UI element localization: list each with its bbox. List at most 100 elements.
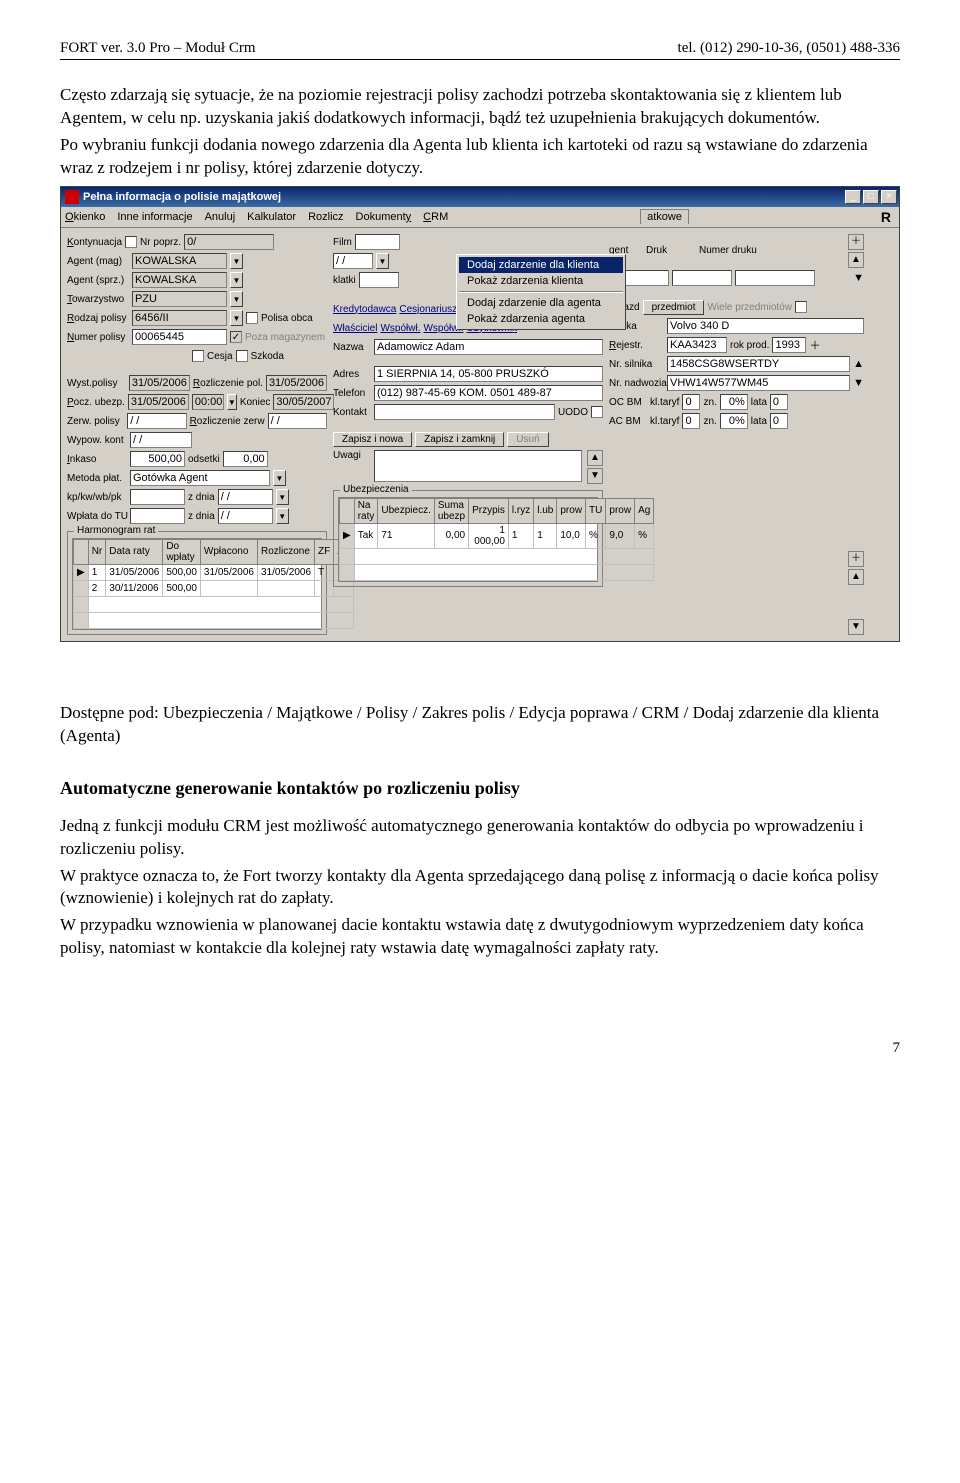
crm-add-agent-event[interactable]: Dodaj zdarzenie dla agenta xyxy=(459,295,623,311)
inp-rozlzerw[interactable]: / / xyxy=(268,413,327,429)
paragraph-1: Często zdarzają się sytuacje, że na pozi… xyxy=(60,84,900,130)
minimize-button[interactable]: _ xyxy=(845,190,861,204)
tab-atkowe[interactable]: atkowe xyxy=(640,209,689,224)
inp-uwagi[interactable] xyxy=(374,450,582,482)
inp-tel[interactable]: (012) 987-45-69 KOM. 0501 489-87 xyxy=(374,385,603,401)
btn-usun[interactable]: Usuń xyxy=(507,432,548,447)
inp-nrnadw[interactable]: VHW14W577WM45 xyxy=(667,375,850,391)
dd-zdnia1[interactable]: ▼ xyxy=(276,489,289,505)
lnk-kredyt[interactable]: Kredytodawca xyxy=(333,304,396,315)
scroll-dn-icon[interactable]: ▼ xyxy=(587,468,603,484)
dd-zdnia2[interactable]: ▼ xyxy=(276,508,289,524)
inp-nrpolisy[interactable]: 00065445 xyxy=(132,329,227,345)
inp-kp[interactable] xyxy=(130,489,185,505)
cb-uodo[interactable] xyxy=(591,406,603,418)
up-icon-3[interactable]: ▲ xyxy=(848,569,864,585)
dd-godz[interactable]: ▼ xyxy=(227,394,237,410)
up-icon-2[interactable]: ▲ xyxy=(853,358,864,370)
inp-rozlpol[interactable]: 31/05/2006 xyxy=(266,375,327,391)
inp-druk[interactable] xyxy=(672,270,732,286)
inp-tow[interactable]: PZU xyxy=(132,291,227,307)
inp-kontakt[interactable] xyxy=(374,404,555,420)
inp-aczn[interactable]: 0% xyxy=(720,413,748,429)
scroll-up-icon[interactable]: ▲ xyxy=(587,450,603,466)
table-row[interactable]: ▶ 1 31/05/2006 500,00 31/05/2006 31/05/2… xyxy=(74,564,354,580)
lbl-zdnia2: z dnia xyxy=(188,511,215,522)
cb-cesja[interactable] xyxy=(192,350,204,362)
btn-zapisz-zamknij[interactable]: Zapisz i zamknij xyxy=(415,432,504,447)
inp-klatki[interactable] xyxy=(359,272,399,288)
crm-show-agent-events[interactable]: Pokaż zdarzenia agenta xyxy=(459,311,623,327)
plus-icon-2[interactable]: ＋ xyxy=(809,337,820,353)
inp-actaryf[interactable]: 0 xyxy=(682,413,700,429)
crm-show-client-events[interactable]: Pokaż zdarzenia klienta xyxy=(459,273,623,289)
menu-kalkulator[interactable]: Kalkulator xyxy=(247,211,296,223)
close-button[interactable]: × xyxy=(881,190,897,204)
inp-nazwa[interactable]: Adamowicz Adam xyxy=(374,339,603,355)
inp-metoda[interactable]: Gotówka Agent xyxy=(130,470,270,486)
inp-wyst[interactable]: 31/05/2006 xyxy=(129,375,190,391)
btn-przedmiot[interactable]: przedmiot xyxy=(643,300,705,315)
inp-oczn[interactable]: 0% xyxy=(720,394,748,410)
table-row xyxy=(74,596,354,612)
menu-crm[interactable]: CRM xyxy=(423,211,448,223)
plus-icon-3[interactable]: ＋ xyxy=(848,551,864,567)
down-icon-3[interactable]: ▼ xyxy=(848,619,864,635)
table-row[interactable]: 2 30/11/2006 500,00 xyxy=(74,580,354,596)
inp-octaryf[interactable]: 0 xyxy=(682,394,700,410)
down-icon[interactable]: ▼ xyxy=(853,272,864,284)
menu-dokumenty[interactable]: Dokumenty xyxy=(356,211,412,223)
cb-wiele[interactable] xyxy=(795,301,807,313)
menu-okienko[interactable]: Okienko xyxy=(65,211,105,223)
maximize-button[interactable]: □ xyxy=(863,190,879,204)
dd-agent-sprz[interactable]: ▼ xyxy=(230,272,243,288)
lbl-wiele: Wiele przedmiotów xyxy=(707,302,791,313)
cb-szkoda[interactable] xyxy=(236,350,248,362)
inp-film[interactable] xyxy=(355,234,400,250)
menu-anuluj[interactable]: Anuluj xyxy=(205,211,236,223)
dd-tow[interactable]: ▼ xyxy=(230,291,243,307)
lnk-wlasc[interactable]: Właściciel xyxy=(333,323,377,334)
dd-agent-mag[interactable]: ▼ xyxy=(230,253,243,269)
lnk-cesjon[interactable]: Cesjonariusz xyxy=(399,304,457,315)
inp-koniec[interactable]: 30/05/2007 xyxy=(273,394,334,410)
inp-aclata[interactable]: 0 xyxy=(770,413,788,429)
inp-rejestr[interactable]: KAA3423 xyxy=(667,337,727,353)
inp-marka[interactable]: Volvo 340 D xyxy=(667,318,864,334)
inp-oclata[interactable]: 0 xyxy=(770,394,788,410)
table-row[interactable]: ▶ Tak71 0,001 000,00 11 10,0% 9,0% xyxy=(340,523,654,548)
inp-zdnia1[interactable]: / / xyxy=(218,489,273,505)
inp-agent-sprz[interactable]: KOWALSKA xyxy=(132,272,227,288)
inp-wplata[interactable] xyxy=(130,508,185,524)
lbl-polisa-obca: Polisa obca xyxy=(261,313,313,324)
dd-film[interactable]: ▼ xyxy=(376,253,389,269)
dd-metoda[interactable]: ▼ xyxy=(273,470,286,486)
inp-odsetki[interactable]: 0,00 xyxy=(223,451,268,467)
inp-nrdruku[interactable] xyxy=(735,270,815,286)
crm-add-client-event[interactable]: Dodaj zdarzenie dla klienta xyxy=(459,257,623,273)
plus-icon[interactable]: ＋ xyxy=(848,234,864,250)
inp-wypow[interactable]: / / xyxy=(130,432,192,448)
inp-godz[interactable]: 00:00 xyxy=(192,394,224,410)
dd-rodz[interactable]: ▼ xyxy=(230,310,243,326)
inp-rodz[interactable]: 6456/II xyxy=(132,310,227,326)
inp-inkaso[interactable]: 500,00 xyxy=(130,451,185,467)
inp-zdnia2[interactable]: / / xyxy=(218,508,273,524)
up-icon[interactable]: ▲ xyxy=(848,252,864,268)
inp-zerw[interactable]: / / xyxy=(127,413,186,429)
inp-nrsil[interactable]: 1458CSG8WSERTDY xyxy=(667,356,850,372)
inp-agent-mag[interactable]: KOWALSKA xyxy=(132,253,227,269)
inp-adres[interactable]: 1 SIERPNIA 14, 05-800 PRUSZKÓ xyxy=(374,366,603,382)
lnk-wspolwl1[interactable]: Współwł. xyxy=(380,323,420,334)
menu-inne[interactable]: Inne informacje xyxy=(117,211,192,223)
btn-zapisz-nowa[interactable]: Zapisz i nowa xyxy=(333,432,412,447)
paragraph-2: Po wybraniu funkcji dodania nowego zdarz… xyxy=(60,134,900,180)
inp-film2[interactable]: / / xyxy=(333,253,373,269)
cb-kontynuacja[interactable] xyxy=(125,236,137,248)
cb-polisa-obca[interactable] xyxy=(246,312,258,324)
cb-pozamag[interactable]: ✓ xyxy=(230,331,242,343)
menu-rozlicz[interactable]: Rozlicz xyxy=(308,211,343,223)
down-icon-2[interactable]: ▼ xyxy=(853,377,864,389)
inp-rokprod[interactable]: 1993 xyxy=(772,337,806,353)
inp-pocz[interactable]: 31/05/2006 xyxy=(128,394,189,410)
